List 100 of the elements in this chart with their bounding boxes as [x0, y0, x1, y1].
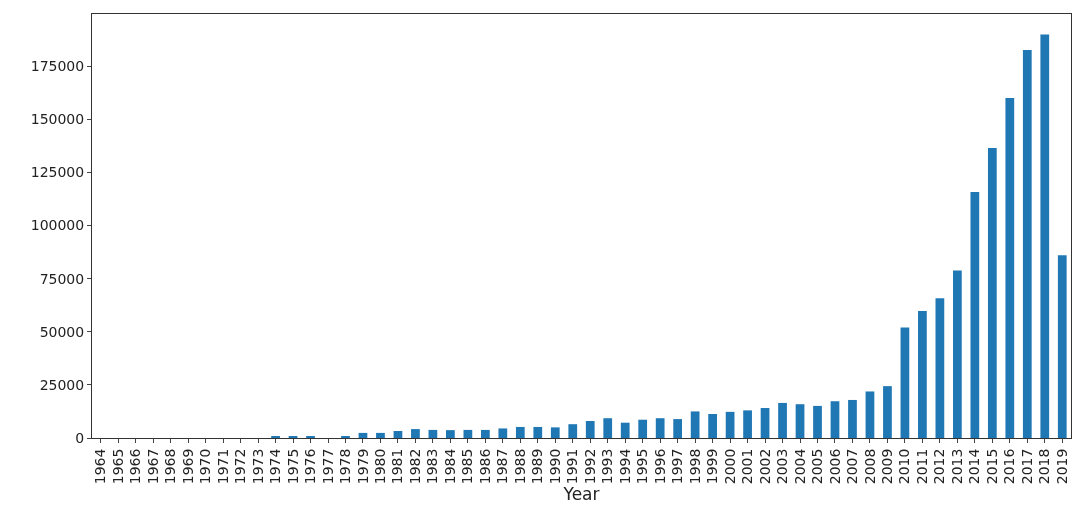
x-tick-label: 1974	[267, 448, 284, 485]
x-tick-label: 2015	[983, 448, 1000, 485]
bar	[883, 386, 892, 438]
bar	[638, 419, 648, 438]
bar	[480, 429, 490, 438]
x-tick-label: 1970	[197, 448, 214, 485]
x-tick-label: 1988	[511, 448, 528, 485]
x-tick-label: 2014	[966, 448, 983, 485]
x-tick-label: 2008	[861, 448, 878, 485]
bar	[760, 408, 770, 438]
y-tick-label: 25000	[39, 376, 85, 393]
bar	[900, 327, 910, 438]
bar	[1040, 34, 1050, 438]
bar	[708, 413, 717, 438]
bar	[690, 411, 700, 438]
bar	[935, 298, 945, 438]
x-tick-label: 1997	[669, 448, 686, 485]
x-tick-label: 2016	[1001, 448, 1018, 485]
bar	[428, 429, 438, 438]
x-tick-label: 1982	[406, 448, 423, 485]
x-tick-label: 1981	[389, 448, 406, 485]
bar	[393, 430, 403, 438]
x-tick-label: 1971	[214, 448, 231, 485]
x-tick-label: 2000	[721, 448, 738, 485]
x-tick-label: 1975	[284, 448, 301, 485]
x-tick-label: 2012	[931, 448, 948, 485]
bar	[585, 421, 595, 438]
x-tick-label: 1992	[581, 448, 598, 485]
x-tick-label: 1977	[319, 448, 336, 485]
bar	[411, 429, 420, 438]
bar	[498, 428, 508, 438]
x-tick-label: 1969	[179, 448, 196, 485]
bar	[463, 429, 473, 438]
y-tick-label: 0	[75, 429, 85, 446]
bar	[725, 411, 735, 438]
y-tick-label: 125000	[30, 164, 85, 181]
bar	[953, 270, 962, 438]
x-tick-label: 1973	[249, 448, 266, 485]
x-tick-label: 2009	[878, 448, 895, 485]
x-tick-label: 1966	[127, 448, 144, 485]
x-tick-label: 1995	[634, 448, 651, 485]
x-tick-label: 1994	[616, 448, 633, 485]
x-tick-label: 1979	[354, 448, 371, 485]
x-tick-label: 1996	[651, 448, 668, 485]
bar	[795, 404, 805, 438]
x-tick-label: 2005	[809, 448, 826, 485]
x-tick-label: 2004	[791, 448, 808, 485]
bar	[376, 432, 385, 438]
y-tick-label: 150000	[30, 111, 85, 128]
x-tick-label: 1999	[704, 448, 721, 485]
x-tick-label: 1965	[109, 448, 126, 485]
bar	[743, 410, 752, 438]
x-tick-label: 2001	[739, 448, 756, 485]
x-tick-label: 1998	[686, 448, 703, 485]
bar	[865, 391, 875, 438]
bar	[830, 401, 840, 438]
x-tick-label: 1976	[302, 448, 319, 485]
bar	[655, 418, 665, 438]
x-tick-label: 2019	[1053, 448, 1070, 485]
y-tick-label: 175000	[30, 57, 85, 74]
x-tick-label: 1968	[162, 448, 179, 485]
x-tick-label: 1980	[372, 448, 389, 485]
x-tick-label: 2007	[844, 448, 861, 485]
bar	[568, 424, 578, 438]
x-tick-label: 1986	[476, 448, 493, 485]
x-tick-label: 1978	[337, 448, 354, 485]
x-tick-label: 1987	[494, 448, 511, 485]
x-axis-title: Year	[562, 484, 600, 505]
bar	[620, 422, 630, 438]
bar	[603, 418, 613, 438]
x-tick-label: 1984	[441, 448, 458, 485]
bar	[1005, 97, 1015, 438]
bar	[1022, 49, 1032, 438]
x-tick-label: 2017	[1018, 448, 1035, 485]
x-tick-label: 1990	[546, 448, 563, 485]
bar	[533, 426, 543, 438]
x-tick-label: 1983	[424, 448, 441, 485]
bar	[673, 419, 683, 438]
x-tick-label: 1964	[92, 448, 109, 485]
y-tick-label: 75000	[39, 270, 85, 287]
x-tick-label: 2018	[1036, 448, 1053, 485]
bar	[848, 399, 857, 438]
x-tick-label: 1967	[144, 448, 161, 485]
y-tick-label: 100000	[30, 217, 85, 234]
x-tick-label: 2010	[896, 448, 913, 485]
bar	[515, 426, 525, 438]
y-tick-label: 50000	[39, 323, 85, 340]
bar	[970, 192, 980, 438]
x-tick-label: 1985	[459, 448, 476, 485]
x-tick-label: 1993	[599, 448, 616, 485]
bar	[778, 402, 787, 438]
x-tick-label: 1989	[529, 448, 546, 485]
x-tick-label: 2003	[774, 448, 791, 485]
x-tick-label: 2002	[756, 448, 773, 485]
x-tick-label: 1991	[564, 448, 581, 485]
x-tick-label: 2013	[948, 448, 965, 485]
bar	[918, 310, 927, 438]
bar	[1057, 255, 1067, 438]
bar	[987, 148, 997, 438]
bar	[550, 427, 560, 438]
